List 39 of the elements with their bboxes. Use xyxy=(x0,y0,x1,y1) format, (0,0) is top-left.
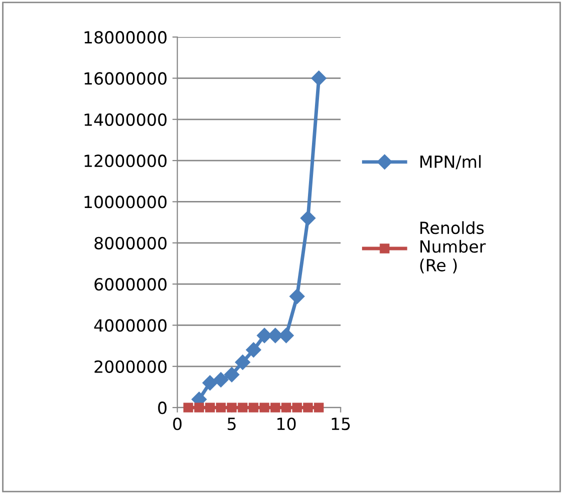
point xyxy=(292,402,302,412)
y-tick-label: 16000000 xyxy=(84,72,167,85)
point xyxy=(216,402,226,412)
point xyxy=(278,328,294,344)
point xyxy=(290,288,305,304)
point xyxy=(314,402,324,412)
y-tick-label: 18000000 xyxy=(84,31,167,44)
legend-label: Renolds Number (Re ) xyxy=(420,221,486,274)
point xyxy=(268,328,283,344)
point xyxy=(194,402,204,412)
point xyxy=(213,372,228,388)
y-tick-label: 8000000 xyxy=(94,236,167,250)
point xyxy=(183,402,194,412)
y-tick-label: 14000000 xyxy=(84,113,167,126)
point xyxy=(246,342,262,358)
point xyxy=(303,402,313,412)
point xyxy=(224,367,240,382)
x-tick-label: 5 xyxy=(228,418,236,430)
point xyxy=(248,402,258,412)
x-tick-label: 0 xyxy=(173,418,182,430)
point xyxy=(300,210,316,226)
legend-label: MPN/ml xyxy=(420,155,481,170)
y-tick-label: 12000000 xyxy=(84,154,167,168)
point xyxy=(311,70,326,86)
point xyxy=(235,354,250,370)
y-tick-label: 10000000 xyxy=(84,196,167,208)
point xyxy=(281,402,292,412)
point xyxy=(260,402,270,412)
point xyxy=(205,402,215,412)
y-tick-label: 4000000 xyxy=(94,319,167,332)
x-tick-label: 15 xyxy=(332,418,350,430)
point xyxy=(238,402,248,412)
point xyxy=(202,375,218,390)
point xyxy=(226,402,237,412)
y-tick-label: 6000000 xyxy=(94,278,167,291)
y-tick-label: 2000000 xyxy=(94,360,167,373)
x-tick-label: 10 xyxy=(277,418,296,430)
y-tick-label: 0 xyxy=(158,402,167,414)
point xyxy=(270,402,280,412)
